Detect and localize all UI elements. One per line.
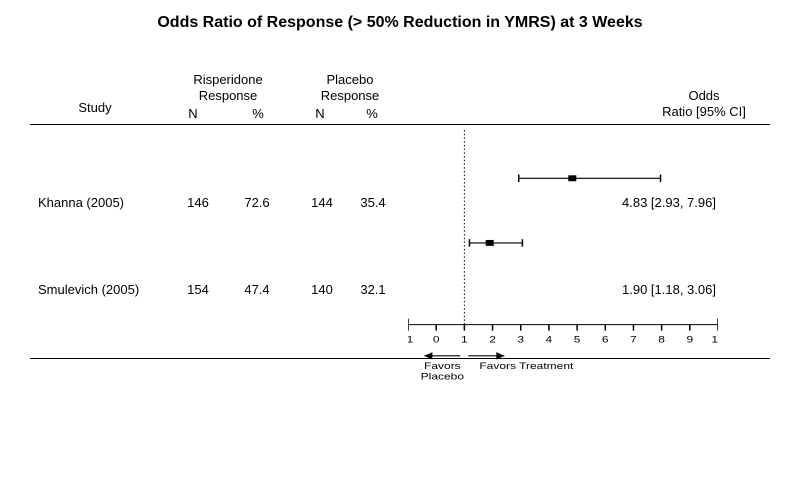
cell-risp-pct: 72.6 (232, 195, 282, 210)
header-odds-2: Ratio [95% CI] (644, 104, 764, 120)
header-study: Study (40, 100, 150, 116)
header-rule (30, 124, 770, 125)
bottom-rule (30, 358, 770, 359)
cell-risp-n: 146 (178, 195, 218, 210)
cell-plac-pct: 35.4 (348, 195, 398, 210)
table-header: Risperidone Response Placebo Response St… (0, 66, 800, 126)
svg-text:8: 8 (658, 335, 665, 345)
svg-text:9: 9 (686, 335, 693, 345)
svg-text:7: 7 (630, 335, 637, 345)
cell-plac-n: 140 (302, 282, 342, 297)
cell-plac-n: 144 (302, 195, 342, 210)
header-plac-pct: % (344, 106, 400, 122)
header-risperidone-2: Response (168, 88, 288, 104)
svg-text:10: 10 (711, 335, 718, 345)
header-placebo-1: Placebo (300, 72, 400, 88)
cell-risp-pct: 47.4 (232, 282, 282, 297)
cell-study: Khanna (2005) (38, 195, 158, 210)
svg-text:Placebo: Placebo (421, 372, 464, 382)
svg-text:5: 5 (574, 335, 581, 345)
cell-study: Smulevich (2005) (38, 282, 158, 297)
svg-text:Favors Treatment: Favors Treatment (479, 362, 573, 372)
svg-text:2: 2 (489, 335, 496, 345)
svg-text:0: 0 (433, 335, 440, 345)
svg-text:3: 3 (517, 335, 524, 345)
svg-text:-1: -1 (408, 335, 413, 345)
svg-text:4: 4 (546, 335, 553, 345)
svg-text:Favors: Favors (424, 362, 461, 372)
header-risp-pct: % (228, 106, 288, 122)
svg-text:1: 1 (461, 335, 468, 345)
chart-title: Odds Ratio of Response (> 50% Reduction … (0, 14, 800, 32)
header-risp-n: N (168, 106, 218, 122)
header-odds-1: Odds (644, 88, 764, 104)
svg-text:6: 6 (602, 335, 609, 345)
cell-plac-pct: 32.1 (348, 282, 398, 297)
header-plac-n: N (300, 106, 340, 122)
forest-plot-svg: -1 0 1 2 3 4 5 6 7 8 9 10 FavorsPlacebo Favors Treatm… (408, 130, 718, 390)
cell-risp-n: 154 (178, 282, 218, 297)
header-placebo-2: Response (300, 88, 400, 104)
header-risperidone-1: Risperidone (168, 72, 288, 88)
